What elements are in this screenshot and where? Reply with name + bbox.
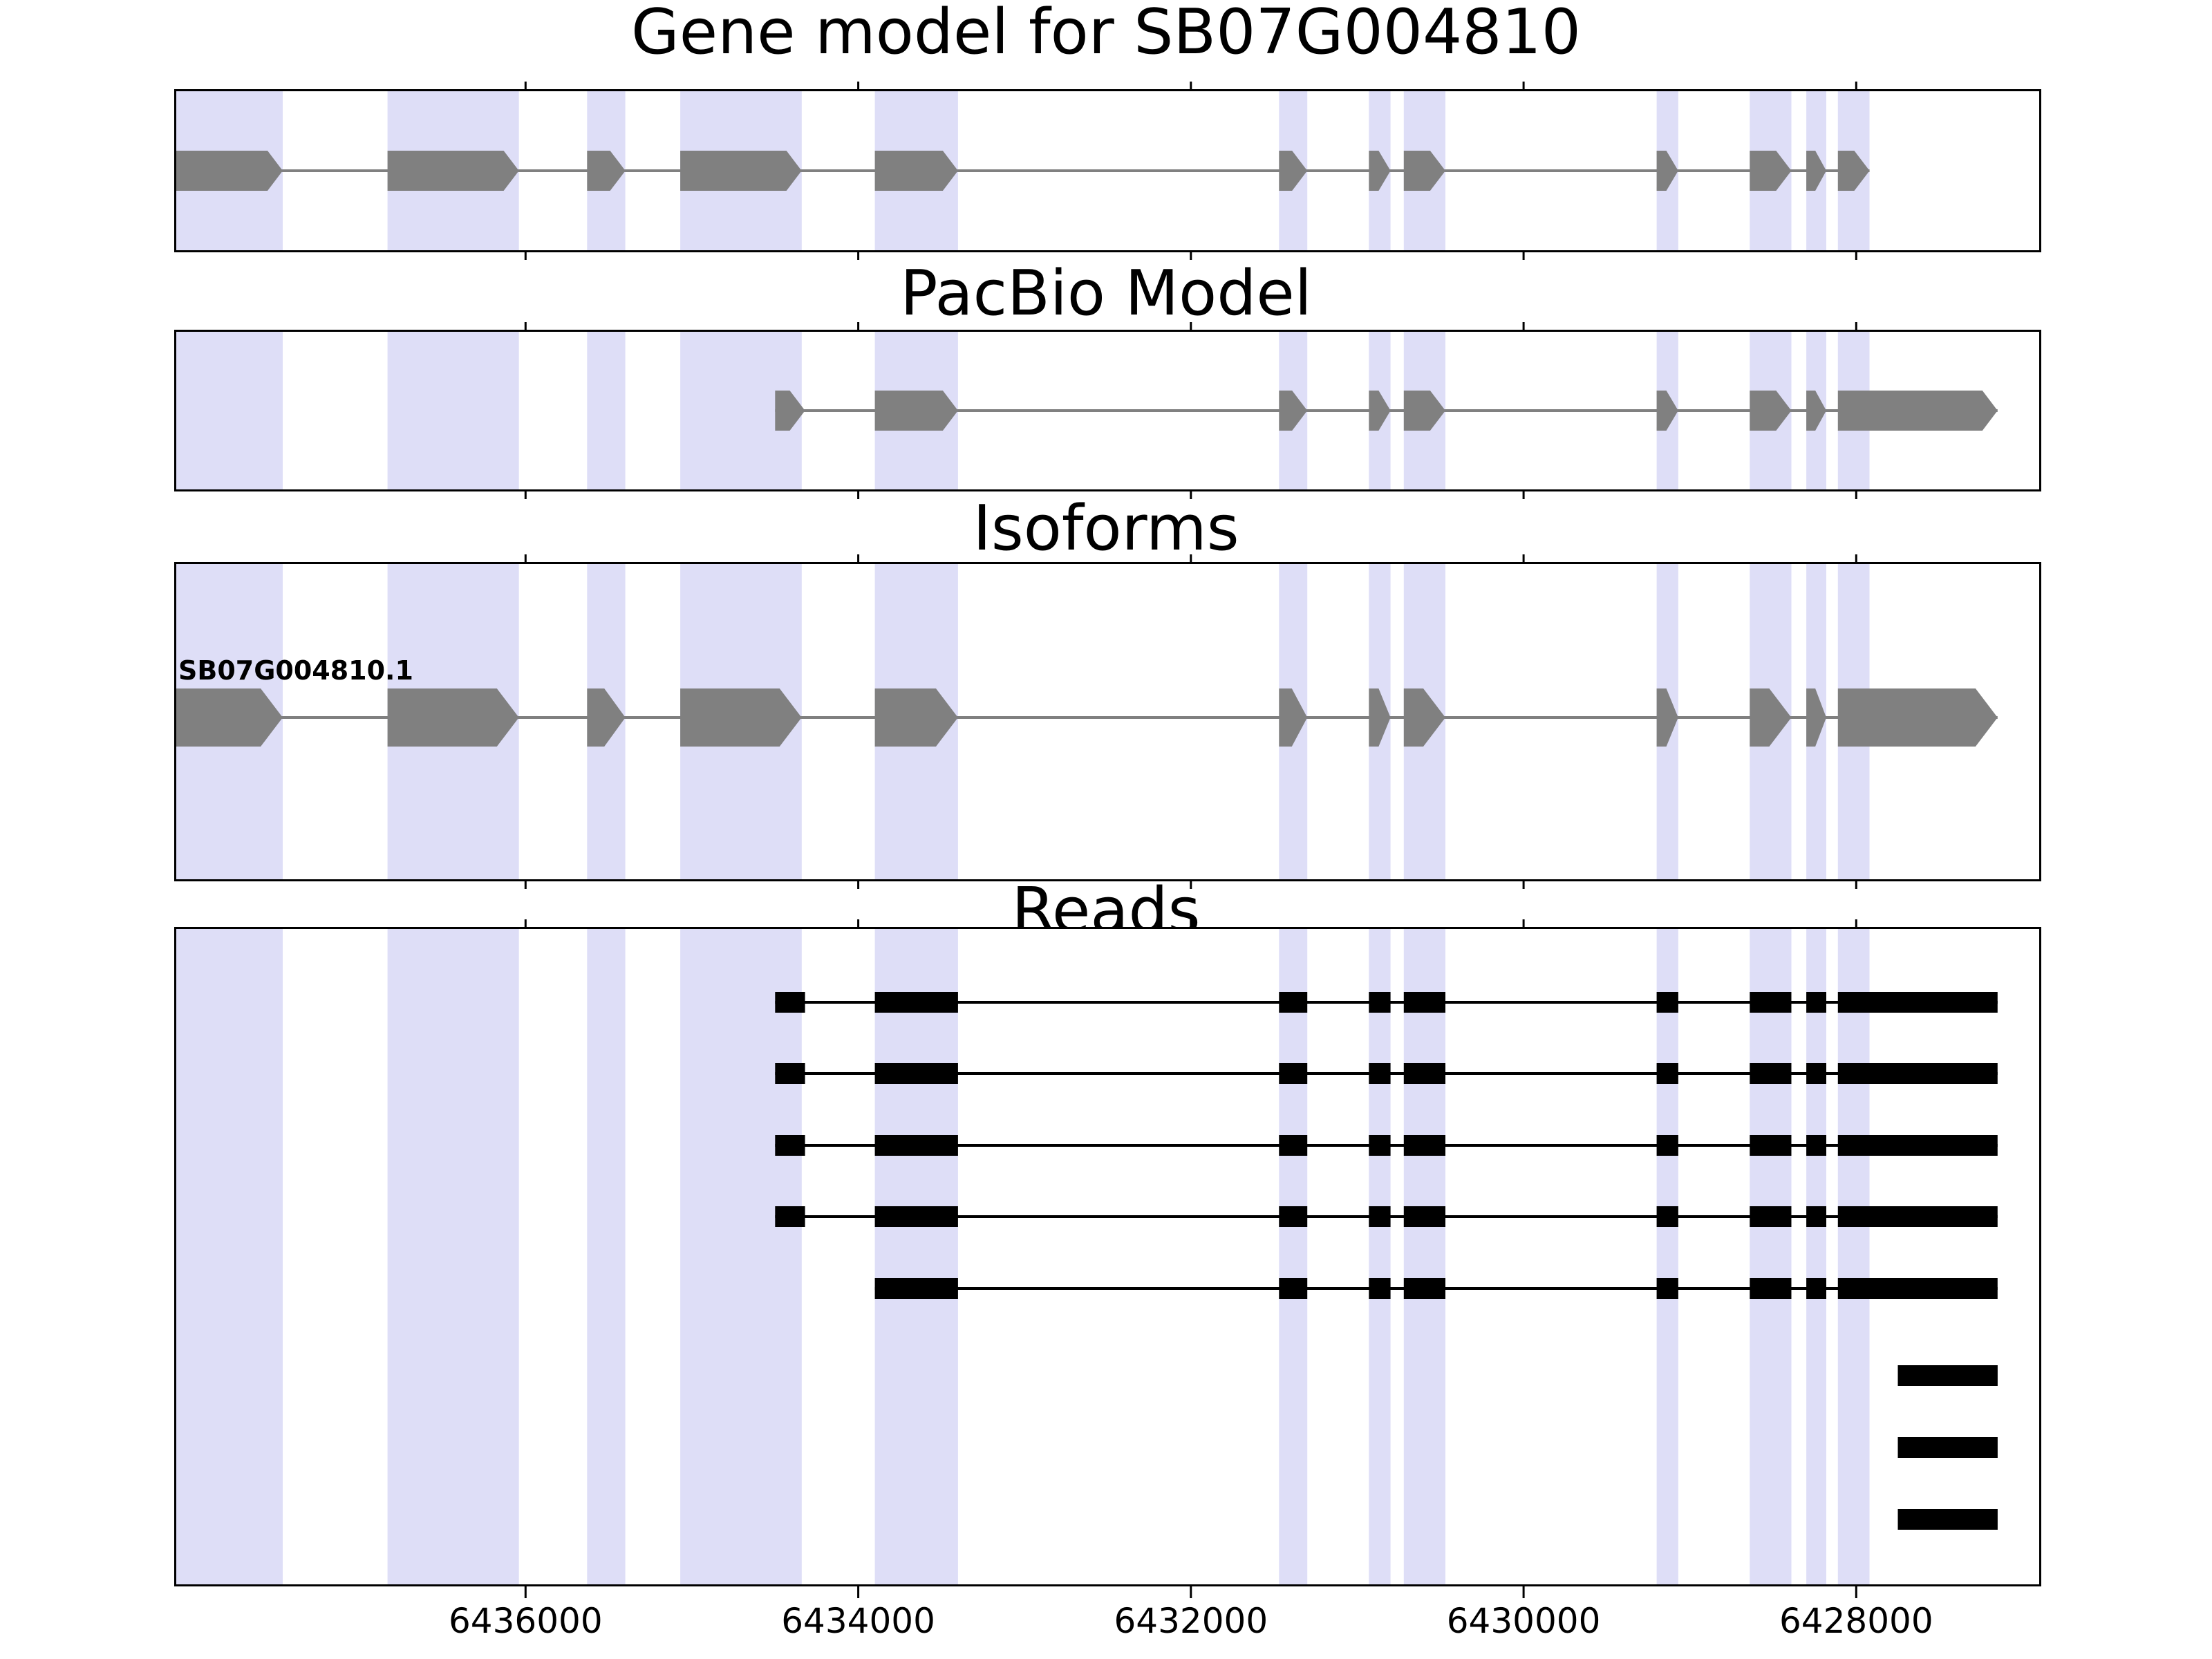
isoforms-track-canvas (176, 554, 1998, 889)
x-axis-tick-label: 6430000 (1446, 1601, 1601, 1641)
isoform-label: SB07G004810.1 (178, 655, 413, 686)
x-axis-tick-label: 6428000 (1779, 1601, 1933, 1641)
pacbio-track-panel (174, 322, 2041, 499)
gene-model-track-canvas (176, 82, 1870, 260)
reads-track-canvas (176, 919, 1998, 1598)
x-axis-tick-label: 6436000 (448, 1601, 603, 1641)
panel-title-gene-model: Gene model for SB07G004810 (630, 0, 1582, 68)
x-axis-tick-label: 6432000 (1114, 1601, 1268, 1641)
reads-track-panel (174, 919, 2041, 1598)
isoforms-track-panel (174, 554, 2041, 889)
x-axis-tick-label: 6434000 (781, 1601, 935, 1641)
x-axis-labels: 6436000 6434000 6432000 6430000 6428000 (0, 1601, 2212, 1656)
pacbio-track-canvas (176, 322, 1998, 499)
panel-title-pacbio: PacBio Model (900, 257, 1312, 330)
gene-model-track-panel (174, 82, 2041, 260)
panel-title-isoforms: Isoforms (973, 492, 1239, 565)
